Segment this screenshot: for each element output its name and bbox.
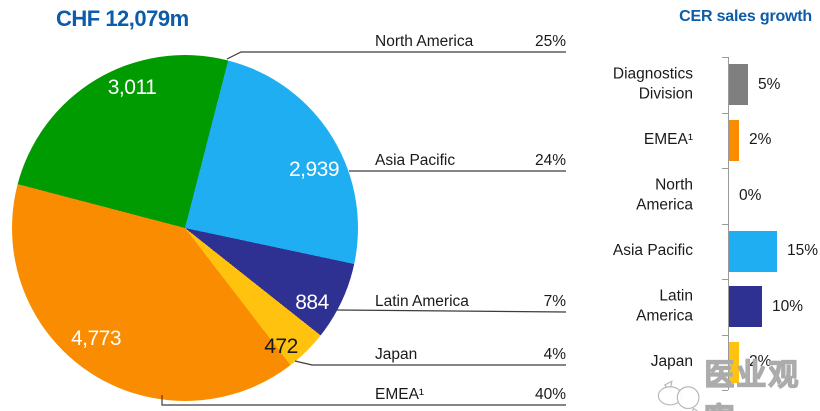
bar-row-latin-america: 10%	[729, 286, 803, 327]
bar-row-north-america: 0%	[729, 175, 761, 216]
pie-label-row-north-america: North America 25%	[375, 33, 566, 51]
pie-label: Latin America	[375, 293, 469, 310]
pie-percent: 24%	[534, 152, 566, 169]
pie-label-row-latin-america: Latin America 7%	[375, 293, 566, 311]
bar-category-japan: Japan	[650, 353, 693, 371]
bar-category-diagnostics-division: Diagnostics Division	[612, 65, 693, 103]
bar-value-label: 2%	[749, 131, 772, 148]
bar-value-label: 15%	[787, 242, 819, 259]
bar-japan	[729, 341, 739, 383]
pie-value-north-america: 3,011	[107, 76, 157, 99]
axis-tick	[722, 112, 728, 114]
axis-tick	[722, 57, 728, 58]
bar-diagnostics-division	[729, 64, 748, 105]
pie-label: Asia Pacific	[375, 152, 456, 169]
pie-value-latin-america: 884	[295, 291, 329, 314]
pie-percent: 4%	[543, 346, 566, 363]
pie-percent: 7%	[543, 293, 566, 310]
pie-label-row-asia-pacific: Asia Pacific 24%	[375, 152, 566, 170]
axis-tick	[722, 279, 728, 280]
bar-category-emea: EMEA¹	[643, 131, 693, 149]
pie-percent: 25%	[534, 33, 566, 50]
bar-chart-axis	[728, 57, 729, 390]
pie-chart	[12, 55, 358, 401]
pie-percent: 40%	[534, 386, 566, 403]
bar-asia-pacific	[729, 230, 777, 272]
pie-label: North America	[375, 33, 474, 50]
bar-chart-title: CER sales growth	[679, 8, 812, 25]
pie-label-row-japan: Japan 4%	[375, 346, 566, 364]
pie-value-japan: 472	[264, 335, 298, 358]
axis-tick	[722, 390, 728, 391]
axis-tick	[722, 168, 728, 169]
bar-category-north-america: North America	[636, 176, 693, 214]
bar-value-label: 10%	[772, 297, 804, 315]
bar-emea	[729, 119, 739, 161]
pie-value-emea: 4,773	[70, 327, 122, 350]
bar-row-diagnostics-division: 5%	[729, 64, 780, 105]
watermark-logo-icon	[657, 380, 700, 411]
bar-category-latin-america: Latin America	[636, 287, 693, 325]
pie-value-asia-pacific: 2,939	[288, 158, 340, 181]
axis-tick	[722, 223, 728, 225]
axis-tick	[722, 334, 728, 336]
bar-row-asia-pacific: 15%	[729, 230, 819, 272]
bar-value-label: 2%	[749, 353, 772, 370]
bar-value-label: 0%	[739, 186, 762, 204]
bar-value-label: 5%	[758, 75, 781, 93]
pie-chart-title: CHF 12,079m	[56, 6, 189, 31]
pie-label: EMEA¹	[375, 386, 425, 403]
bar-latin-america	[729, 286, 762, 327]
bar-row-emea: 2%	[729, 119, 772, 161]
bar-row-japan: 2%	[729, 341, 772, 383]
pie-label: Japan	[375, 346, 418, 363]
pie-label-row-emea: EMEA¹ 40%	[375, 386, 566, 404]
bar-category-asia-pacific: Asia Pacific	[612, 242, 693, 260]
